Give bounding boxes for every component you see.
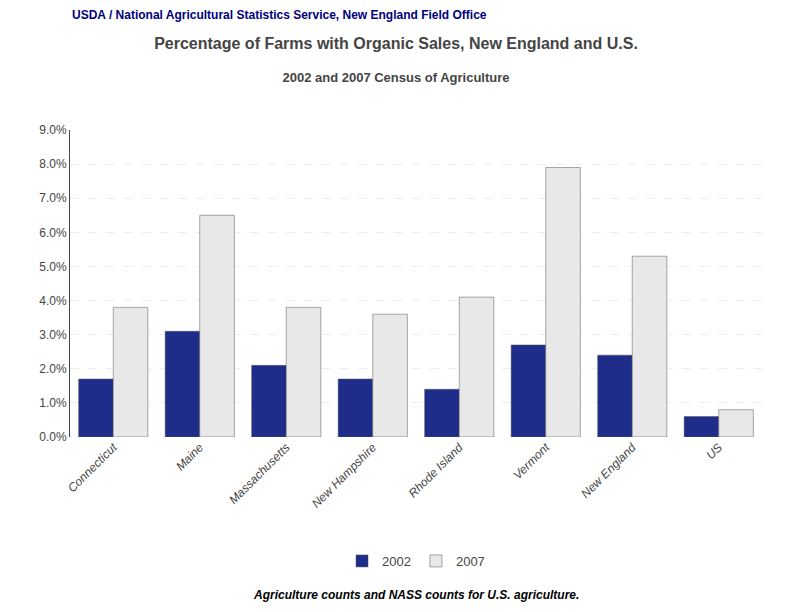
- svg-text:New Hampshire: New Hampshire: [309, 440, 379, 510]
- svg-text:Vermont: Vermont: [510, 440, 552, 482]
- svg-text:4.0%: 4.0%: [39, 294, 67, 308]
- svg-text:7.0%: 7.0%: [39, 191, 67, 205]
- svg-text:Connecticut: Connecticut: [65, 440, 120, 495]
- svg-text:Rhode Island: Rhode Island: [406, 440, 466, 500]
- svg-text:Percentage of Farms with Organ: Percentage of Farms with Organic Sales, …: [154, 35, 638, 52]
- svg-text:9.0%: 9.0%: [39, 123, 67, 137]
- svg-text:Agriculture counts and NASS co: Agriculture counts and NASS counts for U…: [253, 588, 579, 602]
- svg-text:6.0%: 6.0%: [39, 226, 67, 240]
- svg-text:2007: 2007: [456, 554, 485, 569]
- svg-text:5.0%: 5.0%: [39, 260, 67, 274]
- svg-text:2.0%: 2.0%: [39, 362, 67, 376]
- svg-text:1.0%: 1.0%: [39, 396, 67, 410]
- svg-text:3.0%: 3.0%: [39, 328, 67, 342]
- svg-text:2002: 2002: [382, 554, 411, 569]
- svg-text:Maine: Maine: [173, 440, 206, 473]
- svg-text:Massachusetts: Massachusetts: [226, 440, 293, 507]
- svg-text:US: US: [703, 440, 725, 462]
- svg-text:8.0%: 8.0%: [39, 157, 67, 171]
- svg-text:New England: New England: [578, 440, 639, 501]
- svg-text:2002 and 2007 Census of Agricu: 2002 and 2007 Census of Agriculture: [282, 70, 509, 85]
- svg-text:USDA / National Agricultural S: USDA / National Agricultural Statistics …: [72, 8, 487, 22]
- svg-text:0.0%: 0.0%: [39, 430, 67, 444]
